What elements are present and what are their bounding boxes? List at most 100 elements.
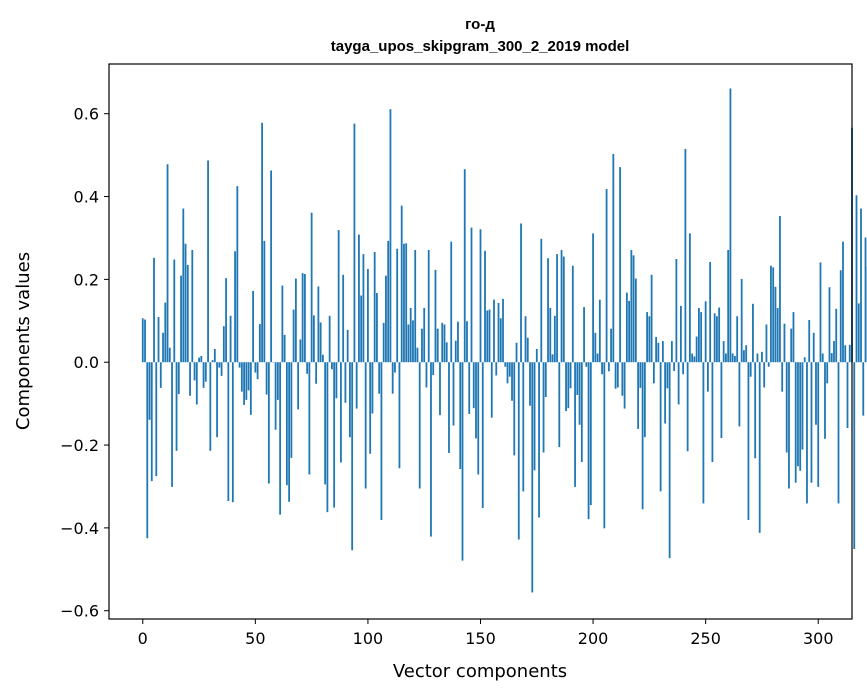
bar xyxy=(580,362,583,463)
bar xyxy=(274,362,277,430)
chart-title-line1: го-д xyxy=(465,16,495,33)
bar xyxy=(220,362,223,376)
bar xyxy=(619,167,621,363)
bar xyxy=(765,324,768,363)
bar xyxy=(193,362,196,381)
bar xyxy=(612,153,615,363)
bar xyxy=(216,362,218,438)
bar xyxy=(466,321,468,363)
bar xyxy=(177,362,180,395)
bar xyxy=(666,362,669,389)
bar xyxy=(515,342,518,363)
bar xyxy=(637,362,640,429)
bar xyxy=(148,362,151,420)
bar xyxy=(218,362,221,368)
bar xyxy=(578,362,581,425)
bar xyxy=(463,169,466,363)
bar xyxy=(734,356,736,363)
bar xyxy=(321,354,324,363)
bar xyxy=(261,122,263,363)
bar xyxy=(159,362,162,388)
bar xyxy=(628,300,630,363)
bar xyxy=(511,362,513,401)
bar xyxy=(767,362,770,367)
bar xyxy=(630,249,633,363)
bar xyxy=(499,318,502,363)
bar xyxy=(558,362,561,448)
bar xyxy=(553,315,556,363)
bar xyxy=(182,208,185,363)
y-axis-ticks: −0.6 −0.4 −0.2 0.0 0.2 0.4 0.6 xyxy=(60,105,109,621)
bar xyxy=(779,216,781,363)
bar xyxy=(461,362,464,561)
bar xyxy=(299,339,302,363)
bar xyxy=(267,362,270,484)
bar xyxy=(835,308,838,363)
bar xyxy=(614,362,617,389)
bar xyxy=(830,353,833,363)
bar xyxy=(439,362,441,416)
bar xyxy=(562,256,565,363)
bar xyxy=(290,362,293,458)
bar xyxy=(477,362,480,475)
bar xyxy=(326,362,329,513)
bar xyxy=(360,295,363,363)
bar xyxy=(351,362,354,551)
bar xyxy=(704,301,707,363)
bar xyxy=(204,362,207,382)
bar xyxy=(414,249,417,363)
bar xyxy=(700,312,703,363)
bar xyxy=(725,353,727,363)
bar xyxy=(772,267,775,363)
bar xyxy=(189,362,191,396)
bar xyxy=(378,362,381,394)
bar xyxy=(459,362,462,470)
bar xyxy=(740,278,743,363)
bar xyxy=(335,362,338,399)
bar xyxy=(803,357,806,363)
bar xyxy=(524,316,527,363)
bar xyxy=(646,312,649,363)
bar xyxy=(285,362,288,486)
bar xyxy=(711,362,714,463)
bar xyxy=(484,250,486,363)
bar xyxy=(342,274,345,363)
bar xyxy=(153,257,155,363)
bar xyxy=(826,362,829,384)
bar xyxy=(229,315,232,363)
bar xyxy=(443,324,446,363)
bar xyxy=(821,353,824,363)
bar xyxy=(324,362,327,485)
bar xyxy=(430,362,432,537)
bar xyxy=(405,243,408,363)
bar xyxy=(344,362,347,403)
bar xyxy=(418,362,421,489)
bar xyxy=(693,356,696,363)
bar xyxy=(565,362,567,412)
bar xyxy=(794,362,797,483)
bar xyxy=(398,362,401,469)
x-tick-label: 0 xyxy=(138,629,148,648)
bar xyxy=(195,362,198,405)
y-tick-label: −0.4 xyxy=(60,519,99,538)
bar xyxy=(448,362,450,453)
bar xyxy=(258,324,261,363)
bar xyxy=(306,362,309,374)
bar xyxy=(810,362,813,483)
bar xyxy=(718,307,721,363)
bar xyxy=(756,353,759,363)
x-tick-label: 100 xyxy=(353,629,384,648)
x-tick-label: 250 xyxy=(690,629,721,648)
bar xyxy=(677,362,680,405)
y-tick-label: −0.2 xyxy=(60,436,99,455)
bar xyxy=(508,362,511,377)
bar xyxy=(146,362,149,539)
bar xyxy=(481,362,484,508)
bar xyxy=(315,362,318,384)
bar xyxy=(815,362,817,425)
bar xyxy=(731,353,734,363)
bar xyxy=(303,273,306,363)
bar xyxy=(526,337,529,363)
bar xyxy=(788,362,790,489)
bar xyxy=(587,362,590,520)
